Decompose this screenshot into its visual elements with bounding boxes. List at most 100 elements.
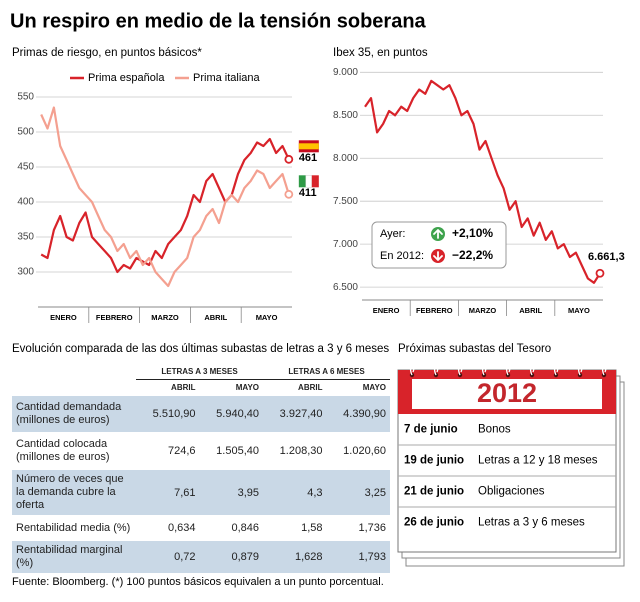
flag-italy-white (305, 175, 313, 188)
cell: 7,61 (136, 469, 200, 516)
annotation-arrow (433, 251, 443, 261)
column-header: MAYO (362, 383, 386, 392)
cell: 3,95 (199, 469, 263, 516)
y-tick-label: 8.500 (333, 110, 358, 121)
header-empty (12, 364, 136, 380)
end-marker (284, 189, 294, 199)
series-line (364, 79, 601, 284)
source: Fuente: Bloomberg. (*) 100 puntos básico… (12, 576, 384, 588)
x-tick-label: ABRIL (204, 313, 227, 322)
header-groups: LETRAS A 3 MESES LETRAS A 6 MESES (12, 364, 390, 380)
ring (481, 364, 487, 376)
cell: 0,846 (199, 515, 263, 541)
calendar-desc: Obligaciones (478, 486, 545, 498)
calendar-date: 7 de junio (404, 424, 458, 436)
header-empty (12, 380, 136, 396)
cell: 4.390,90 (326, 395, 390, 433)
y-tick-label: 500 (17, 127, 34, 138)
y-tick-label: 400 (17, 197, 34, 208)
group-header: LETRAS A 3 MESES (136, 364, 263, 380)
cell: 0,879 (199, 540, 263, 573)
row-label: Cantidad demandada (millones de euros) (12, 395, 136, 433)
cell: 724,6 (136, 432, 200, 470)
table-row: Cantidad demandada (millones de euros) 5.… (12, 395, 390, 433)
row-label: Cantidad colocada (millones de euros) (12, 432, 136, 470)
series-line (40, 106, 290, 288)
ring (505, 364, 511, 376)
series-line (40, 137, 290, 274)
legend-label: Prima italiana (193, 72, 261, 84)
column-header: MAYO (235, 383, 259, 392)
year-box (412, 379, 602, 409)
y-tick-label: 8.000 (333, 153, 358, 164)
row-label: Rentabilidad marginal (%) (12, 540, 136, 573)
y-tick-label: 7.500 (333, 196, 358, 207)
ring (577, 364, 583, 376)
end-marker (284, 154, 294, 164)
cell: 5.510,90 (136, 395, 200, 433)
y-tick-label: 6.500 (333, 282, 358, 293)
row-label: Rentabilidad media (%) (12, 515, 136, 541)
annotation-value: +2,10% (452, 226, 493, 240)
calendar-desc: Bonos (478, 424, 511, 436)
calendar-title: Próximas subastas del Tesoro (398, 343, 551, 355)
ring (433, 364, 439, 376)
x-tick-label: FEBRERO (96, 313, 133, 322)
cell: 1,58 (263, 515, 327, 541)
x-tick-label: ABRIL (519, 306, 542, 315)
table-row: Número de veces que la demanda cubre la … (12, 469, 390, 516)
table-row: Cantidad colocada (millones de euros) 724… (12, 432, 390, 470)
cell: 1.020,60 (326, 432, 390, 470)
annotation-label: En 2012: (380, 250, 424, 262)
x-tick-label: MARZO (469, 306, 497, 315)
calendar-year: 2012 (477, 378, 537, 408)
end-label: 411 (299, 187, 317, 199)
calendar-date: 21 de junio (404, 486, 464, 498)
calendar-desc: Letras a 12 y 18 meses (478, 455, 598, 467)
y-tick-label: 300 (17, 267, 34, 278)
cell: 1.208,30 (263, 432, 327, 470)
chart-subtitle: Ibex 35, en puntos (333, 47, 428, 59)
ring (529, 364, 535, 376)
annotation-arrow (433, 229, 443, 239)
x-tick-label: ENERO (50, 313, 77, 322)
ring (457, 364, 463, 376)
cell: 4,3 (263, 469, 327, 516)
annotation-value: −22,2% (452, 248, 493, 262)
ring (553, 364, 559, 376)
calendar-date: 19 de junio (404, 455, 464, 467)
y-tick-label: 9.000 (333, 67, 358, 78)
cell: 1,793 (326, 540, 390, 573)
legend-label: Prima española (88, 72, 165, 84)
y-tick-label: 7.000 (333, 239, 358, 250)
x-tick-label: MAYO (256, 313, 278, 322)
cell: 3.927,40 (263, 395, 327, 433)
group-header: LETRAS A 6 MESES (263, 364, 390, 380)
x-tick-label: ENERO (373, 306, 400, 315)
y-tick-label: 350 (17, 232, 34, 243)
annotation-label: Ayer: (380, 228, 405, 240)
calendar-desc: Letras a 3 y 6 meses (478, 517, 585, 529)
table-title: Evolución comparada de las dos últimas s… (12, 343, 389, 355)
end-label: 461 (299, 152, 317, 164)
cell: 5.940,40 (199, 395, 263, 433)
cell: 0,634 (136, 515, 200, 541)
chart-subtitle: Primas de riesgo, en puntos básicos* (12, 47, 202, 59)
y-tick-label: 450 (17, 162, 34, 173)
flag-italy-green (298, 175, 306, 188)
flag-italy-red (311, 175, 319, 188)
ring (409, 364, 415, 376)
value-label: 6.661,3 (588, 251, 625, 263)
annotation-box (371, 221, 507, 269)
table-row: Rentabilidad marginal (%) 0,72 0,879 1,628 1… (12, 540, 390, 573)
x-tick-label: MARZO (151, 313, 179, 322)
auction-table: LETRAS A 3 MESES LETRAS A 6 MESES ABRIL MAY… (12, 364, 390, 573)
column-header: ABRIL (298, 383, 323, 392)
calendar-date: 26 de junio (404, 517, 464, 529)
x-tick-label: MAYO (568, 306, 590, 315)
table-row: Rentabilidad media (%) 0,634 0,846 1,58 1,73… (12, 515, 390, 541)
cell: 0,72 (136, 540, 200, 573)
cell: 1,628 (263, 540, 327, 573)
